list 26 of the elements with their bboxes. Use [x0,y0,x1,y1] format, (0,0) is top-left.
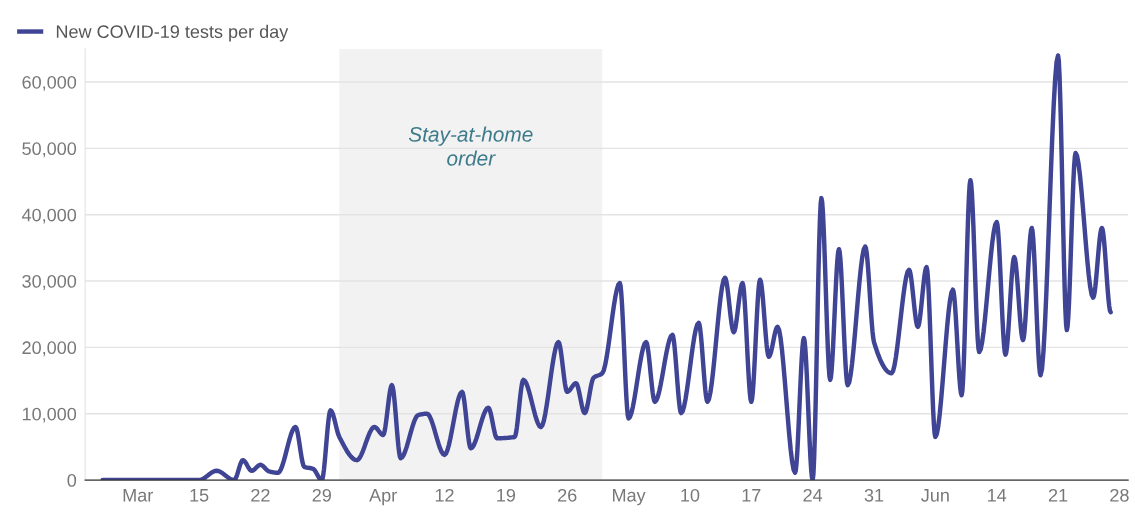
y-tick-label: 10,000 [22,407,77,423]
x-tick-label: 15 [190,489,209,502]
y-tick-label: 20,000 [22,341,77,357]
y-tick-label: 30,000 [22,274,77,290]
band-label: Stay-at-home order [408,126,533,166]
x-tick-label: 19 [497,488,516,502]
x-tick-label: Apr [369,489,397,506]
x-tick-label: 12 [435,488,454,502]
x-tick-label: 28 [1110,488,1129,502]
legend-label: New COVID-19 tests per day [56,24,289,42]
x-tick-label: Jun [921,489,949,502]
x-tick-label: May [613,489,646,506]
x-tick-label: Mar [123,489,153,502]
y-tick-label: 60,000 [22,75,77,91]
x-tick-label: 22 [251,488,270,502]
y-tick-label: 40,000 [21,208,77,224]
x-tick-label: 24 [803,488,823,502]
x-tick-label: 21 [1048,488,1068,502]
x-tick-label: 10 [681,488,700,502]
y-tick-label: 0 [67,474,77,487]
x-tick-label: 31 [864,488,884,502]
x-tick-label: 14 [988,489,1007,502]
x-tick-label: 29 [312,488,331,502]
y-tick-label: 50,000 [22,142,77,158]
x-tick-label: 26 [558,488,577,502]
x-tick-label: 17 [742,489,761,502]
